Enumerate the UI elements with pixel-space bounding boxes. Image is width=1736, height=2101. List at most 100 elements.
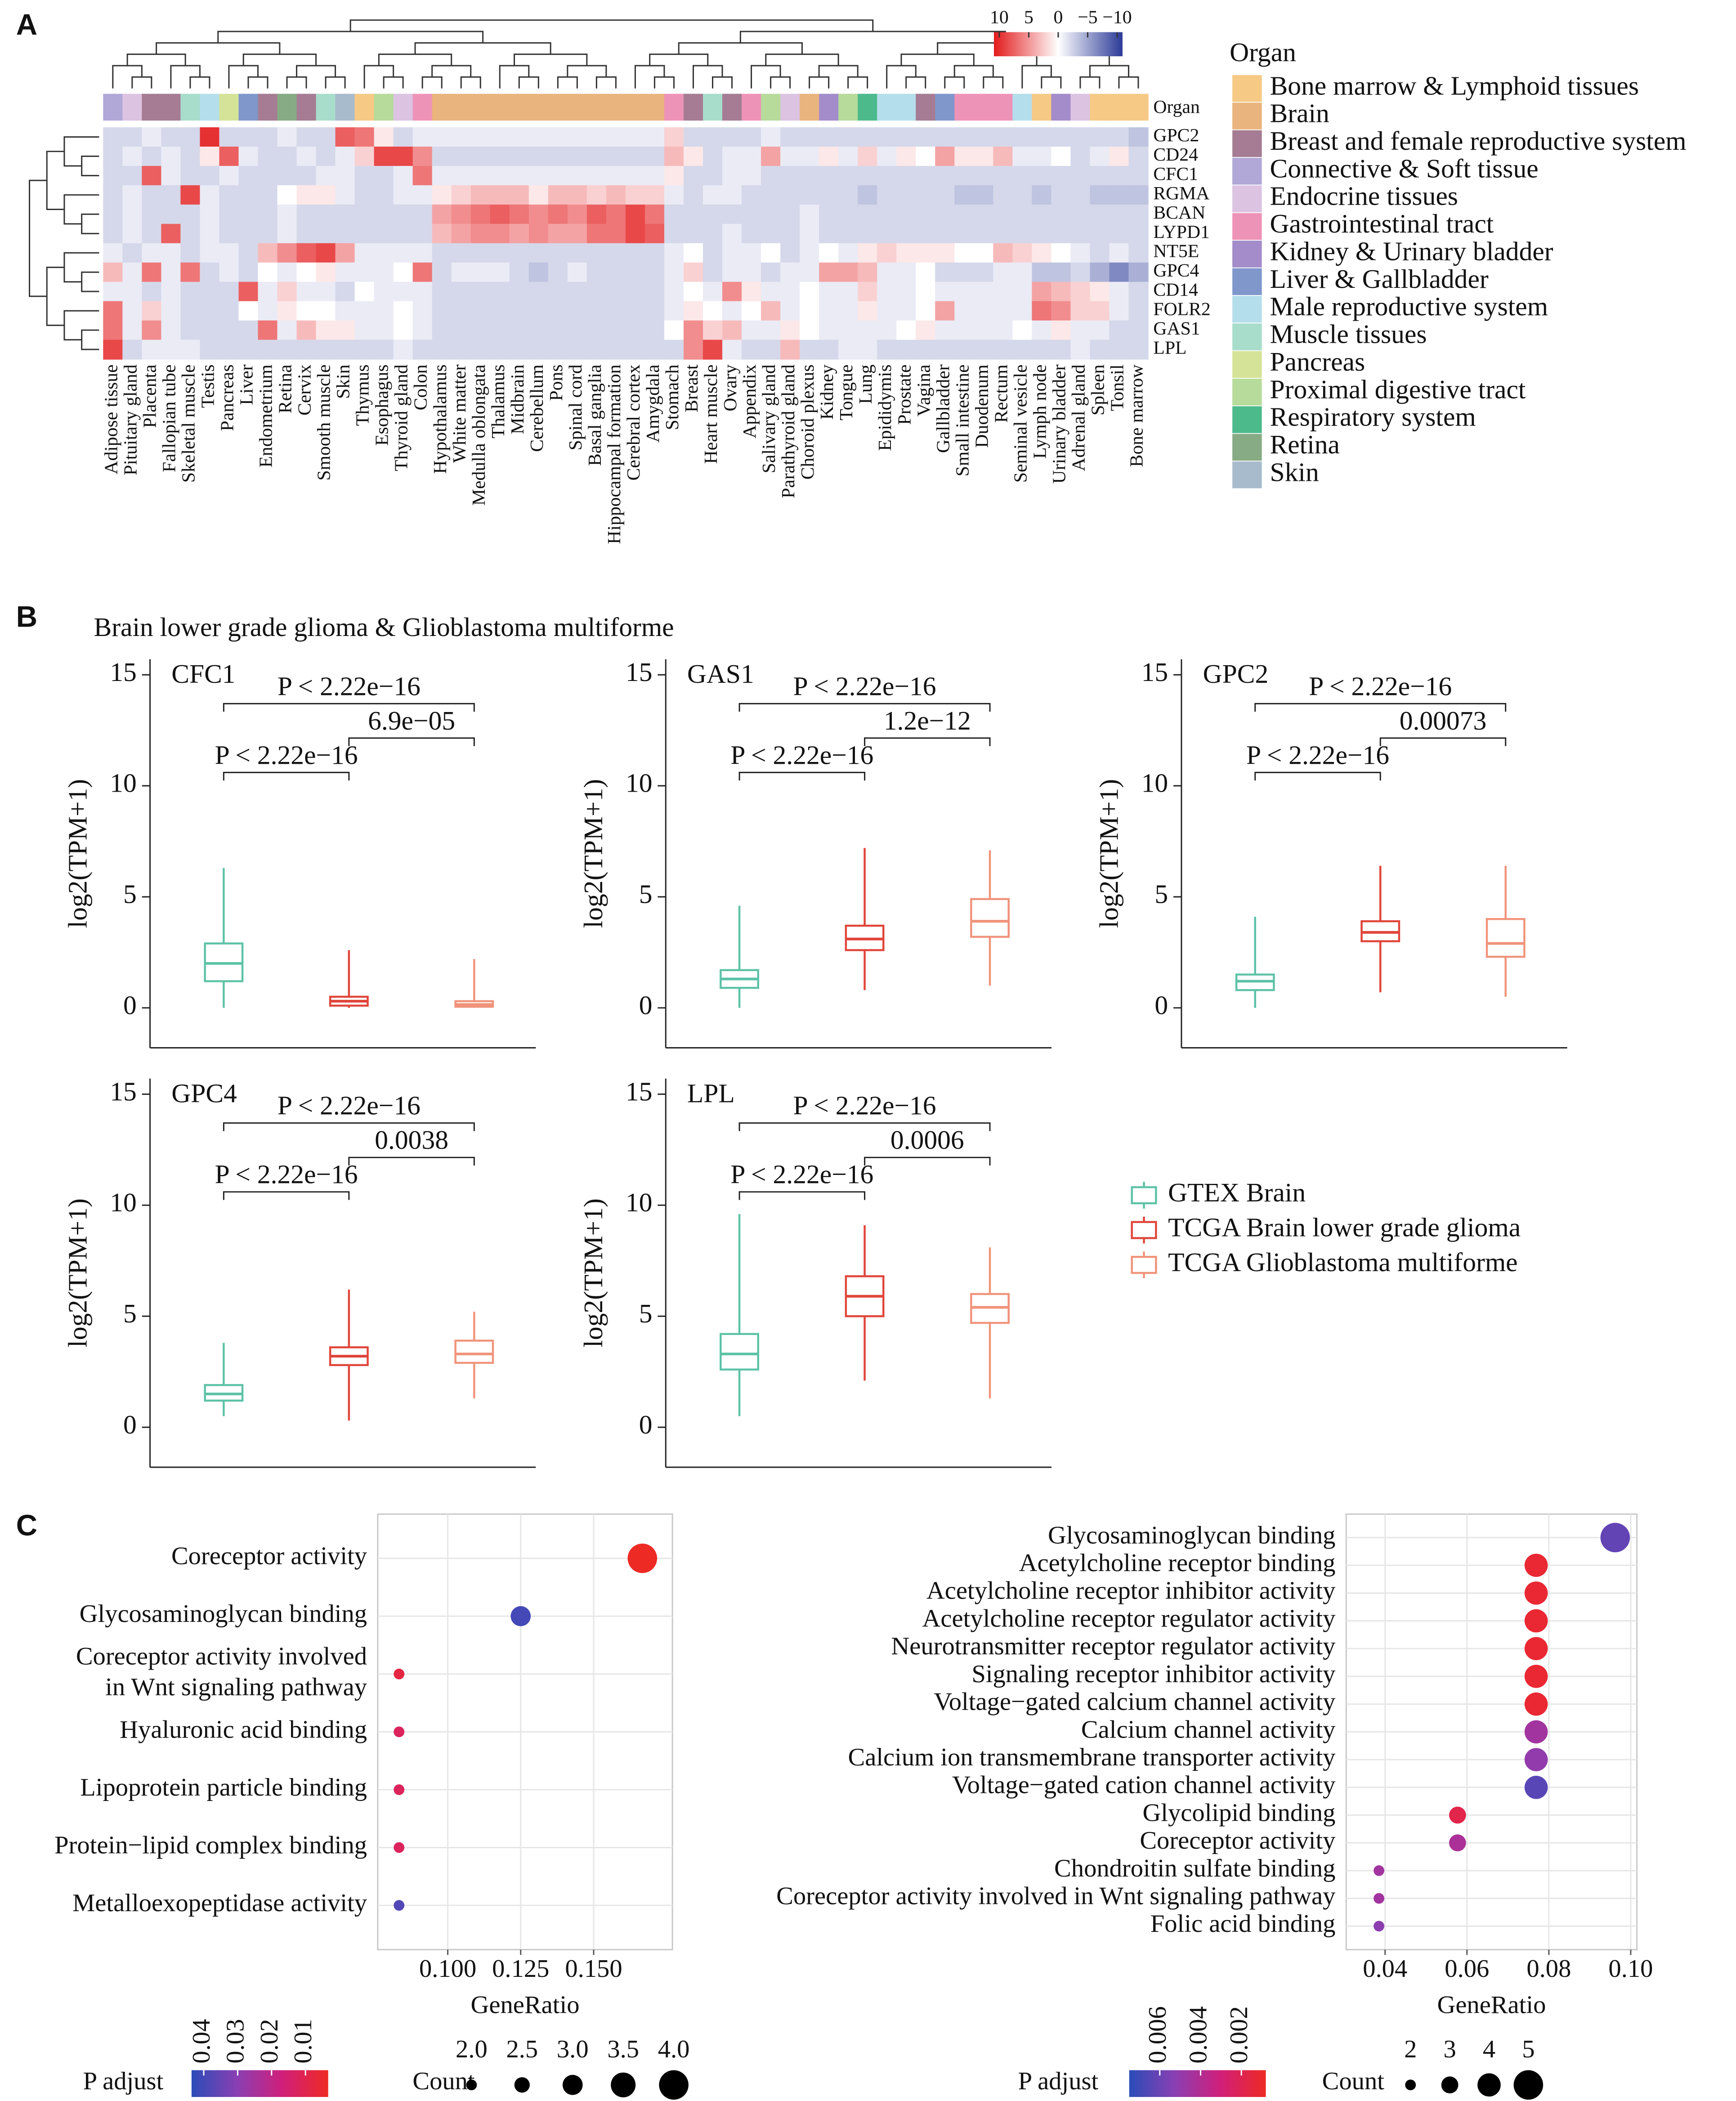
legend-swatch bbox=[1232, 185, 1262, 212]
heatmap-cell bbox=[1051, 127, 1071, 148]
heatmap-cell bbox=[451, 146, 471, 167]
comparison-bracket bbox=[223, 1191, 350, 1200]
heatmap-cell bbox=[974, 282, 994, 302]
heatmap-cell bbox=[916, 282, 936, 302]
column-label: Tonsil bbox=[1107, 364, 1128, 411]
y-tick-label: 5 bbox=[639, 879, 653, 909]
organ-annotation bbox=[567, 94, 588, 121]
heatmap-cell bbox=[625, 262, 646, 282]
colorbar-label: 0.01 bbox=[289, 2019, 317, 2064]
heatmap-cell bbox=[393, 146, 413, 167]
size-legend-dot bbox=[514, 2077, 530, 2093]
comparison-bracket bbox=[348, 1156, 475, 1166]
dot bbox=[627, 1543, 658, 1573]
heatmap-cell bbox=[219, 224, 239, 244]
heatmap-cell bbox=[142, 301, 162, 321]
heatmap-cell bbox=[567, 282, 588, 302]
heatmap-cell bbox=[432, 224, 452, 244]
heatmap-cell bbox=[1032, 185, 1052, 205]
column-label: Esophagus bbox=[372, 364, 393, 446]
y-axis-label: log2(TPM+1) bbox=[63, 779, 92, 928]
heatmap-cell bbox=[354, 243, 375, 263]
heatmap-cell bbox=[1032, 127, 1052, 148]
colorbar-label: −10 bbox=[1102, 7, 1132, 27]
heatmap-cell bbox=[954, 146, 975, 167]
heatmap-cell bbox=[528, 301, 549, 321]
column-label: Testis bbox=[198, 364, 219, 408]
heatmap-cell bbox=[916, 166, 936, 186]
heatmap-cell bbox=[1090, 320, 1110, 340]
heatmap-cell bbox=[277, 340, 297, 360]
heatmap-cell bbox=[412, 185, 433, 205]
heatmap-cell bbox=[509, 127, 529, 148]
heatmap-cell bbox=[683, 340, 704, 360]
heatmap-cell bbox=[1012, 185, 1033, 205]
heatmap-cell bbox=[761, 185, 781, 205]
colorbar-label: −5 bbox=[1078, 7, 1097, 27]
category-label: Coreceptor activity involved bbox=[76, 1642, 367, 1670]
organ-annotation bbox=[1051, 94, 1071, 121]
heatmap-cell bbox=[335, 204, 355, 224]
heatmap-cell bbox=[335, 301, 355, 321]
heatmap-cell bbox=[993, 185, 1013, 205]
heatmap-cell bbox=[200, 185, 220, 205]
heatmap-cell bbox=[296, 282, 317, 302]
heatmap-cell bbox=[509, 166, 529, 186]
heatmap-cell bbox=[742, 127, 762, 148]
heatmap-cell bbox=[606, 243, 626, 263]
column-label: Gallbladder bbox=[933, 364, 953, 453]
heatmap-cell bbox=[800, 166, 820, 186]
y-tick-label: 15 bbox=[1141, 657, 1168, 687]
colorbar bbox=[1129, 2070, 1266, 2097]
heatmap-cell bbox=[490, 243, 510, 263]
heatmap-cell bbox=[180, 204, 201, 224]
heatmap-cell bbox=[625, 340, 646, 360]
heatmap-cell bbox=[432, 301, 452, 321]
y-axis-label: log2(TPM+1) bbox=[63, 1198, 92, 1347]
organ-annotation bbox=[1090, 94, 1110, 121]
heatmap-cell bbox=[1109, 204, 1129, 224]
y-axis-label: log2(TPM+1) bbox=[1094, 779, 1124, 928]
heatmap-cell bbox=[200, 204, 220, 224]
size-legend-dot bbox=[611, 2072, 636, 2097]
heatmap-cell bbox=[296, 301, 317, 321]
heatmap-cell bbox=[644, 262, 665, 282]
dot bbox=[1524, 1665, 1548, 1688]
dot bbox=[1524, 1554, 1548, 1577]
heatmap-cell bbox=[1128, 146, 1149, 167]
category-label: Acetylcholine receptor regulator activit… bbox=[922, 1604, 1336, 1632]
heatmap-cell bbox=[142, 243, 162, 263]
heatmap-cell bbox=[858, 320, 878, 340]
category-label: Acetylcholine receptor binding bbox=[1019, 1549, 1336, 1577]
heatmap-cell bbox=[742, 262, 762, 282]
heatmap-cell bbox=[1070, 243, 1091, 263]
heatmap-cell bbox=[586, 204, 607, 224]
heatmap-cell bbox=[161, 127, 181, 148]
heatmap-cell bbox=[1128, 166, 1149, 186]
column-label: Lung bbox=[855, 364, 876, 404]
heatmap-cell bbox=[335, 166, 355, 186]
legend-swatch bbox=[1232, 406, 1262, 433]
heatmap-cell bbox=[180, 262, 201, 282]
heatmap-cell bbox=[509, 340, 529, 360]
comparison-bracket bbox=[1254, 771, 1381, 781]
category-label: Signaling receptor inhibitor activity bbox=[971, 1660, 1336, 1688]
heatmap-cell bbox=[548, 224, 568, 244]
heatmap-cell bbox=[122, 282, 143, 302]
heatmap-cell bbox=[644, 282, 665, 302]
heatmap-cell bbox=[1032, 243, 1052, 263]
heatmap-cell bbox=[664, 243, 685, 263]
organ-annotation bbox=[122, 94, 143, 121]
heatmap-cell bbox=[722, 224, 743, 244]
heatmap-cell bbox=[877, 301, 897, 321]
heatmap-cell bbox=[800, 243, 820, 263]
heatmap-cell bbox=[606, 185, 626, 205]
heatmap-cell bbox=[103, 282, 123, 302]
heatmap-cell bbox=[354, 204, 375, 224]
row-label: CD14 bbox=[1153, 280, 1198, 300]
comparison-label: P < 2.22e−16 bbox=[793, 671, 936, 701]
heatmap-cell bbox=[567, 166, 588, 186]
heatmap-cell bbox=[548, 127, 568, 148]
heatmap-cell bbox=[200, 301, 220, 321]
heatmap-cell bbox=[1070, 340, 1091, 360]
